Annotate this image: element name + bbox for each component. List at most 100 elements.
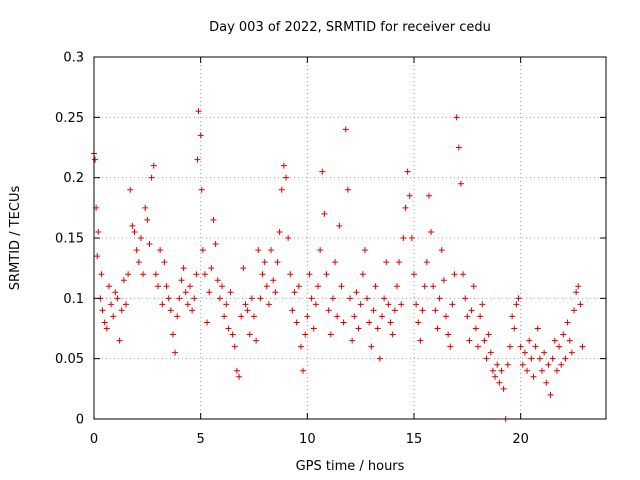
data-point — [281, 163, 287, 169]
data-point — [449, 301, 455, 307]
data-point — [481, 338, 487, 344]
data-point — [541, 350, 547, 356]
data-point — [351, 313, 357, 319]
data-point — [170, 332, 176, 338]
data-point — [439, 247, 445, 253]
data-point — [377, 356, 383, 362]
data-point — [396, 259, 402, 265]
data-point — [217, 295, 223, 301]
chart-title: Day 003 of 2022, SRMTID for receiver ced… — [209, 20, 491, 35]
data-point — [213, 241, 219, 247]
data-point — [123, 301, 129, 307]
data-point — [477, 313, 483, 319]
data-point — [486, 332, 492, 338]
data-point — [565, 319, 571, 325]
data-point — [443, 313, 449, 319]
data-point — [509, 313, 515, 319]
data-point — [411, 271, 417, 277]
data-point — [315, 283, 321, 289]
data-point — [430, 283, 436, 289]
data-point — [134, 247, 140, 253]
data-point — [251, 313, 257, 319]
data-point — [383, 259, 389, 265]
data-point — [447, 344, 453, 350]
srmtid-scatter-chart: 0 5 10 15 20 00.050.10.150.20.250.3 Day 003 … — [0, 0, 640, 480]
data-point — [238, 313, 244, 319]
data-point — [550, 356, 556, 362]
data-point — [520, 362, 526, 368]
data-point — [334, 313, 340, 319]
data-point — [580, 344, 586, 350]
data-point — [136, 259, 142, 265]
data-point — [524, 368, 530, 374]
data-point — [153, 271, 159, 277]
data-point — [260, 271, 266, 277]
data-point — [528, 356, 534, 362]
data-point — [172, 350, 178, 356]
data-point — [422, 283, 428, 289]
data-point — [176, 295, 182, 301]
data-point — [362, 247, 368, 253]
data-point — [548, 392, 554, 398]
data-point — [208, 265, 214, 271]
data-point — [161, 259, 167, 265]
data-point — [490, 368, 496, 374]
data-point — [473, 326, 479, 332]
data-point — [479, 301, 485, 307]
data-point — [127, 187, 133, 193]
data-point — [347, 295, 353, 301]
data-point — [426, 193, 432, 199]
data-point — [345, 187, 351, 193]
x-tick-label: 10 — [299, 432, 316, 447]
data-point — [460, 271, 466, 277]
data-point — [249, 295, 255, 301]
data-point — [257, 295, 263, 301]
data-point — [567, 338, 573, 344]
data-point — [556, 344, 562, 350]
data-point — [368, 344, 374, 350]
data-point — [462, 295, 468, 301]
data-point — [268, 247, 274, 253]
data-point — [458, 181, 464, 187]
data-point — [552, 338, 558, 344]
data-point — [539, 368, 545, 374]
data-point — [464, 313, 470, 319]
data-point — [319, 169, 325, 175]
data-point — [296, 283, 302, 289]
data-point — [232, 344, 238, 350]
data-point — [535, 326, 541, 332]
x-tick-label: 15 — [406, 432, 423, 447]
data-point — [432, 307, 438, 313]
data-point — [505, 362, 511, 368]
data-point — [349, 338, 355, 344]
data-point — [522, 350, 528, 356]
data-point — [332, 259, 338, 265]
data-point — [390, 332, 396, 338]
data-point — [206, 289, 212, 295]
data-point — [501, 386, 507, 392]
data-point — [221, 313, 227, 319]
data-point — [575, 283, 581, 289]
data-point — [110, 313, 116, 319]
data-point — [181, 265, 187, 271]
data-point — [343, 126, 349, 132]
data-point — [573, 289, 579, 295]
y-tick-labels: 0 0.05 0.1 0.15 0.2 0.25 0.3 — [55, 51, 84, 428]
data-point — [274, 259, 280, 265]
data-point — [95, 229, 101, 235]
data-point — [198, 132, 204, 138]
data-point — [132, 229, 138, 235]
data-point — [242, 301, 248, 307]
data-point — [140, 271, 146, 277]
data-point — [338, 283, 344, 289]
data-point — [225, 326, 231, 332]
data-point — [445, 332, 451, 338]
data-point — [560, 332, 566, 338]
data-point — [204, 319, 210, 325]
data-point — [102, 319, 108, 325]
data-point — [194, 157, 200, 163]
data-point — [168, 307, 174, 313]
y-tick-label: 0.25 — [55, 111, 84, 126]
data-point — [98, 271, 104, 277]
data-point — [117, 338, 123, 344]
